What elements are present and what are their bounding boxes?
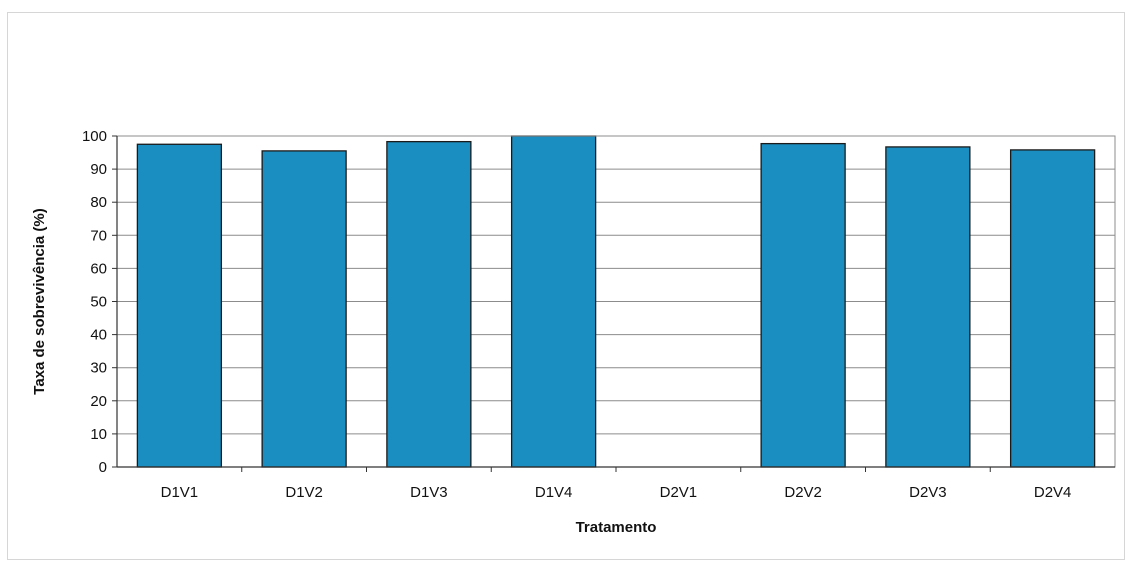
- x-tick-label: D1V2: [285, 484, 323, 501]
- x-tick-labels: D1V1 D1V2 D1V3 D1V4 D2V1 D2V2 D2V3 D2V4: [161, 484, 1072, 501]
- y-tick-label: 90: [90, 161, 107, 178]
- bar-d1v1: [136, 143, 223, 468]
- bars: [136, 135, 1096, 468]
- y-tick-label: 60: [90, 260, 107, 277]
- y-tick-label: 40: [90, 327, 107, 344]
- y-tick-label: 80: [90, 194, 107, 211]
- bar-d1v3: [386, 140, 472, 468]
- x-tick-label: D1V3: [410, 484, 448, 501]
- y-tick-label: 20: [90, 393, 107, 410]
- y-tick-label: 10: [90, 426, 107, 443]
- bar-d2v3: [885, 146, 971, 468]
- x-tick-label: D2V1: [660, 484, 698, 501]
- y-tick-label: 0: [99, 459, 107, 476]
- x-tick-label: D2V2: [784, 484, 822, 501]
- x-tick-label: D2V3: [909, 484, 947, 501]
- axes: [112, 135, 1116, 472]
- x-tick-label: D2V4: [1034, 484, 1072, 501]
- bar-d1v2: [261, 150, 347, 468]
- bar-d1v4: [510, 135, 597, 468]
- y-tick-label: 100: [82, 128, 107, 145]
- x-tick-label: D1V1: [161, 484, 199, 501]
- x-axis-title: Tratamento: [576, 519, 657, 536]
- bar-d2v4: [1009, 149, 1096, 468]
- y-axis-title: Taxa de sobrevivência (%): [31, 208, 48, 394]
- y-tick-label: 70: [90, 227, 107, 244]
- y-tick-labels: 0 10 20 30 40 50 60 70 80 90 100: [82, 128, 107, 476]
- y-tick-label: 50: [90, 294, 107, 311]
- bar-d2v2: [760, 142, 846, 468]
- x-tick-label: D1V4: [535, 484, 573, 501]
- y-tick-label: 30: [90, 360, 107, 377]
